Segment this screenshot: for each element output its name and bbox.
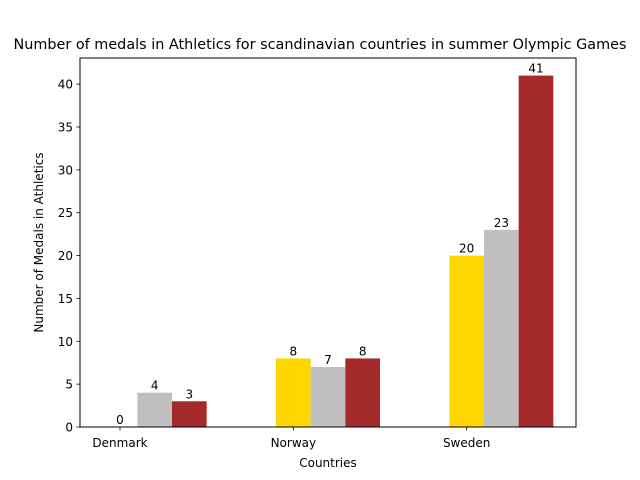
- bar-value-label: 7: [324, 353, 332, 367]
- bar-value-label: 23: [494, 216, 509, 230]
- bar-norway-1: [275, 358, 311, 427]
- y-tick-label: 40: [58, 78, 73, 92]
- bar-sweden-2: [483, 229, 519, 427]
- bar-norway-2: [310, 367, 346, 427]
- x-axis-label: Countries: [299, 456, 357, 470]
- y-tick-label: 5: [65, 378, 73, 392]
- bar-value-label: 3: [186, 387, 194, 401]
- bar-labels-group: 0 4 3 8 7 8 20 23 41: [116, 62, 543, 427]
- x-tick-label: Sweden: [443, 436, 490, 450]
- bar-sweden-3: [518, 75, 554, 428]
- y-tick-label: 10: [58, 335, 73, 349]
- x-tick-label: Denmark: [92, 436, 147, 450]
- bar-value-label: 20: [459, 242, 474, 256]
- bar-value-label: 4: [151, 379, 159, 393]
- plot-frame: [79, 57, 577, 428]
- bar-value-label: 8: [359, 344, 367, 358]
- x-axis-ticks: Denmark Norway Sweden: [92, 427, 490, 450]
- bar-denmark-2: [137, 392, 173, 427]
- y-tick-label: 30: [58, 163, 73, 177]
- y-tick-label: 20: [58, 249, 73, 263]
- bar-denmark-3: [172, 401, 207, 427]
- y-tick-label: 25: [58, 206, 73, 220]
- y-tick-label: 0: [65, 421, 73, 435]
- bar-value-label: 8: [290, 344, 298, 358]
- bar-sweden-1: [449, 255, 484, 427]
- x-tick-label: Norway: [271, 436, 317, 450]
- chart-title: Number of medals in Athletics for scandi…: [13, 37, 626, 53]
- bar-value-label: 41: [528, 62, 543, 76]
- y-tick-label: 15: [58, 292, 73, 306]
- bar-norway-3: [345, 358, 381, 427]
- bars-group: [137, 75, 554, 428]
- y-axis-label: Number of Medals in Athletics: [32, 152, 46, 332]
- y-axis-ticks: 0 5 10 15 20 25 30 35 40: [58, 78, 80, 435]
- y-tick-label: 35: [58, 121, 73, 135]
- bar-value-label: 0: [116, 413, 124, 427]
